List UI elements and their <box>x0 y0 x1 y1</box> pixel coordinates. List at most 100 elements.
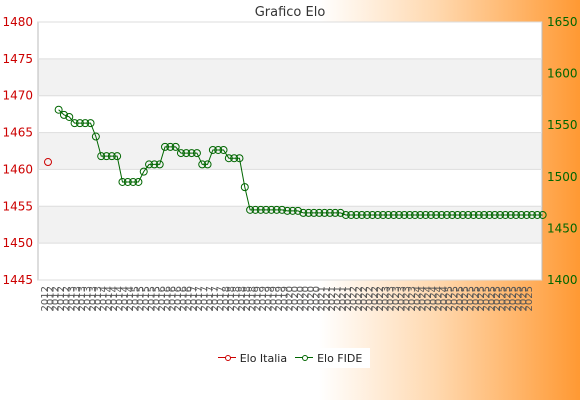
x-tick-label: 2024 <box>423 286 434 311</box>
data-point <box>347 210 356 219</box>
y-right-tick-label: 1450 <box>547 221 578 235</box>
legend-marker-icon <box>217 354 236 362</box>
data-point <box>283 206 292 215</box>
data-point <box>522 210 531 219</box>
data-point <box>182 149 191 158</box>
x-tick-label: 2019 <box>274 286 285 311</box>
data-point <box>272 205 281 214</box>
x-tick-label: 2022 <box>375 286 386 311</box>
plot-band <box>38 132 542 170</box>
data-point <box>293 206 302 215</box>
y-right-tick-label: 1600 <box>547 67 578 81</box>
data-point <box>118 177 127 186</box>
x-tick-label: 2022 <box>354 286 365 311</box>
data-point <box>395 210 404 219</box>
data-point <box>299 208 308 217</box>
x-tick-label: 2025 <box>497 286 508 311</box>
data-point <box>224 154 233 163</box>
x-tick-label: 2019 <box>279 286 290 311</box>
data-point <box>262 205 271 214</box>
legend: Elo Italia Elo FIDE <box>210 348 370 368</box>
data-point <box>91 132 100 141</box>
data-point <box>309 208 318 217</box>
data-point <box>421 210 430 219</box>
data-point <box>187 149 196 158</box>
data-point <box>368 210 377 219</box>
x-tick-label: 2013 <box>77 286 88 311</box>
x-tick-label: 2014 <box>114 286 125 311</box>
data-point <box>145 160 154 169</box>
x-tick-label: 2013 <box>67 286 78 311</box>
chart-title: Grafico Elo <box>255 5 326 20</box>
x-tick-label: 2020 <box>290 286 301 311</box>
data-point <box>251 205 260 214</box>
x-tick-label: 2025 <box>492 286 503 311</box>
data-point <box>400 210 409 219</box>
data-point <box>501 210 510 219</box>
data-point <box>139 167 148 176</box>
x-tick-label: 2019 <box>269 286 280 311</box>
y-left-tick-label: 1480 <box>2 15 33 29</box>
x-tick-label: 2023 <box>402 286 413 311</box>
data-point <box>538 210 547 219</box>
y-left-tick-label: 1465 <box>2 126 33 140</box>
x-tick-label: 2025 <box>460 286 471 311</box>
data-point <box>235 154 244 163</box>
x-tick-label: 2021 <box>333 286 344 311</box>
data-point <box>134 177 143 186</box>
x-tick-label: 2020 <box>285 286 296 311</box>
x-tick-label: 2021 <box>343 286 354 311</box>
legend-item-elo-fide: Elo FIDE <box>295 352 362 365</box>
x-tick-label: 2019 <box>263 286 274 311</box>
data-point <box>230 154 239 163</box>
x-tick-label: 2023 <box>407 286 418 311</box>
x-tick-label: 2023 <box>396 286 407 311</box>
x-tick-label: 2025 <box>476 286 487 311</box>
y-left-tick-label: 1475 <box>2 52 33 66</box>
x-tick-label: 2025 <box>513 286 524 311</box>
data-point <box>496 210 505 219</box>
x-tick-label: 2025 <box>487 286 498 311</box>
data-point <box>171 142 180 151</box>
x-tick-label: 2014 <box>99 286 110 311</box>
x-tick-label: 2018 <box>221 286 232 311</box>
data-point <box>150 160 159 169</box>
x-tick-label: 2016 <box>168 286 179 311</box>
legend-label: Elo Italia <box>239 351 288 365</box>
x-tick-label: 2025 <box>503 286 514 311</box>
x-tick-label: 2019 <box>258 286 269 311</box>
plot-band <box>38 206 542 244</box>
data-point <box>442 210 451 219</box>
data-point <box>304 208 313 217</box>
data-point <box>129 177 138 186</box>
data-point <box>490 210 499 219</box>
x-tick-label: 2013 <box>93 286 104 311</box>
data-point <box>246 205 255 214</box>
data-point <box>54 105 63 114</box>
data-point <box>102 152 111 161</box>
series-elo-italia <box>44 158 52 167</box>
x-tick-label: 2012 <box>51 286 62 311</box>
x-tick-label: 2022 <box>359 286 370 311</box>
data-point <box>405 210 414 219</box>
x-tick-label: 2015 <box>130 286 141 311</box>
x-tick-label: 2025 <box>519 286 530 311</box>
x-tick-label: 2015 <box>152 286 163 311</box>
data-point <box>485 210 494 219</box>
x-tick-label: 2013 <box>88 286 99 311</box>
x-tick-label: 2014 <box>125 286 136 311</box>
x-tick-label: 2025 <box>444 286 455 311</box>
legend-label: Elo FIDE <box>317 351 363 365</box>
data-point <box>75 119 84 128</box>
x-tick-label: 2025 <box>481 286 492 311</box>
data-point <box>480 210 489 219</box>
data-point <box>113 152 122 161</box>
x-tick-label: 2023 <box>380 286 391 311</box>
data-point <box>517 210 526 219</box>
x-tick-label: 2018 <box>231 286 242 311</box>
x-tick-label: 2013 <box>83 286 94 311</box>
series-line <box>58 109 543 216</box>
data-point <box>70 119 79 128</box>
x-tick-label: 2021 <box>338 286 349 311</box>
data-point <box>203 160 212 169</box>
